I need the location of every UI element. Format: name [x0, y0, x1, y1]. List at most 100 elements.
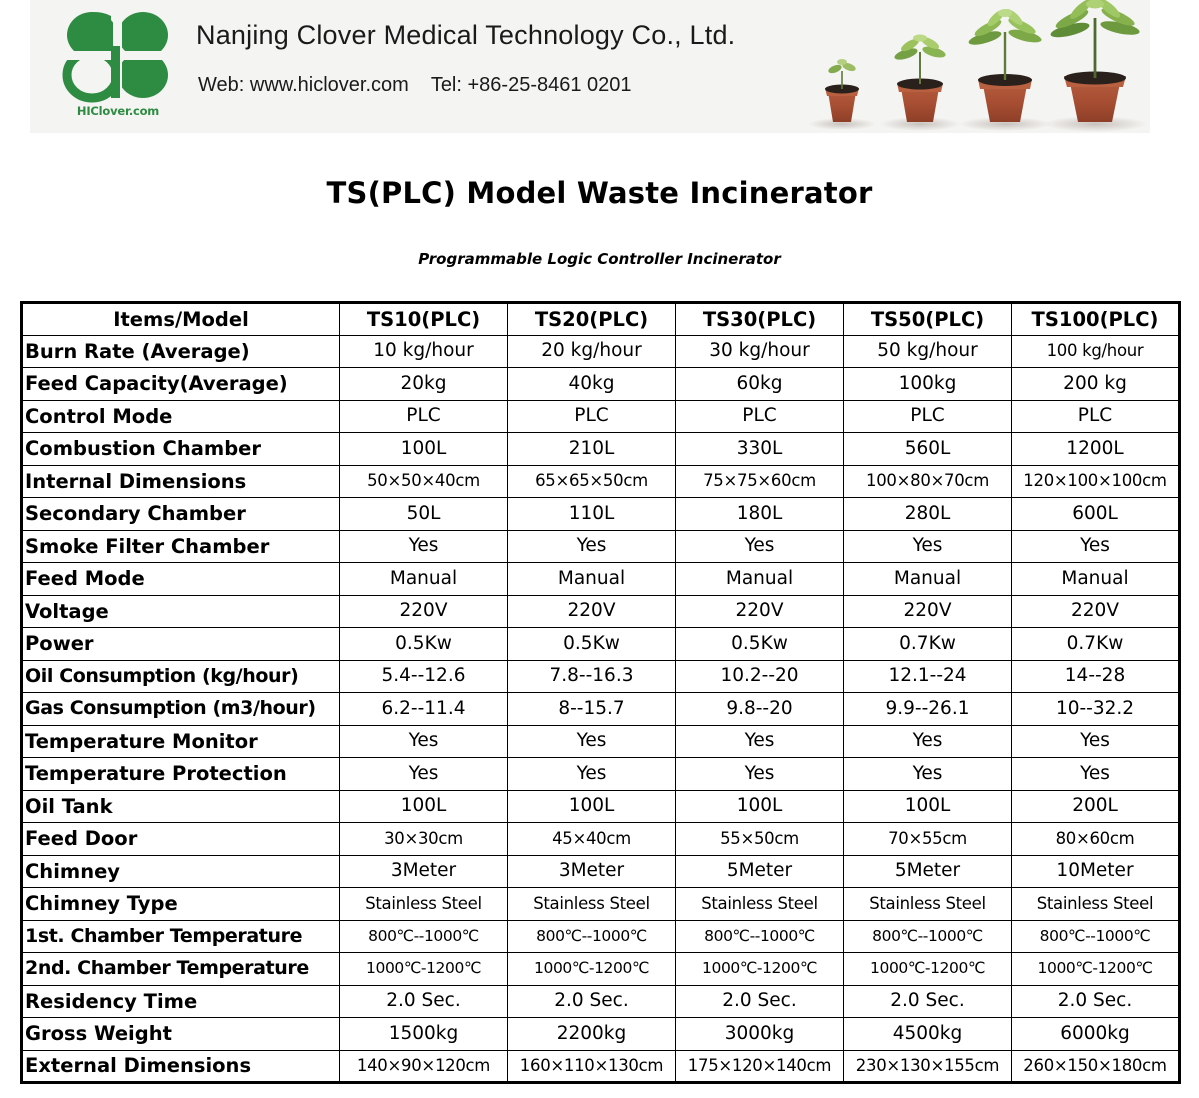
table-cell: 180L: [675, 497, 844, 531]
plant-seedling-1: [808, 59, 876, 130]
table-cell: 260×150×180cm: [1011, 1049, 1180, 1083]
row-label: Burn Rate (Average): [21, 334, 340, 368]
table-cell: 2.0 Sec.: [843, 984, 1012, 1018]
row-label: Secondary Chamber: [21, 497, 340, 531]
table-cell: 220V: [675, 594, 844, 628]
page-subtitle: Programmable Logic Controller Incinerato…: [418, 250, 781, 268]
table-cell: 55×50cm: [675, 822, 844, 856]
table-cell: Stainless Steel: [507, 887, 676, 921]
table-cell: 220V: [507, 594, 676, 628]
table-cell: 0.5Kw: [339, 627, 508, 661]
column-header-ts100: TS100(PLC): [1011, 302, 1180, 336]
table-cell: 40kg: [507, 367, 676, 401]
table-cell: 0.7Kw: [1011, 627, 1180, 661]
plant-seedling-4: [1043, 0, 1147, 132]
row-label: Voltage: [21, 594, 340, 628]
table-cell: 30 kg/hour: [675, 334, 844, 368]
table-cell: 9.8--20: [675, 692, 844, 726]
table-cell: 8--15.7: [507, 692, 676, 726]
table-cell: 100L: [339, 789, 508, 823]
table-cell: 220V: [843, 594, 1012, 628]
table-cell: 9.9--26.1: [843, 692, 1012, 726]
table-cell: 12.1--24: [843, 659, 1012, 693]
table-row: External Dimensions 140×90×120cm 160×110×1…: [21, 1049, 1180, 1083]
table-header-row: Items/Model TS10(PLC) TS20(PLC) TS30(PLC…: [21, 302, 1180, 336]
contact-line: Web: www.hiclover.com Tel: +86-25-8461 02…: [198, 74, 632, 97]
table-row: Residency Time 2.0 Sec. 2.0 Sec. 2.0 Sec. 2.…: [21, 984, 1180, 1018]
table-cell: 6000kg: [1011, 1017, 1180, 1051]
growing-plants-image: [808, 0, 1147, 132]
table-row: Feed Door 30×30cm 45×40cm 55×50cm 70×55cm 80×…: [21, 822, 1180, 856]
table-cell: Yes: [507, 757, 676, 791]
table-cell: Yes: [1011, 724, 1180, 758]
table-row: Combustion Chamber 100L 210L 330L 560L 1200L: [21, 432, 1180, 466]
table-cell: Yes: [843, 757, 1012, 791]
row-label: Temperature Monitor: [21, 724, 340, 758]
table-row: Power 0.5Kw 0.5Kw 0.5Kw 0.7Kw 0.7Kw: [21, 627, 1180, 661]
row-label: Internal Dimensions: [21, 464, 340, 498]
row-label: Power: [21, 627, 340, 661]
table-cell: 2200kg: [507, 1017, 676, 1051]
table-cell: 280L: [843, 497, 1012, 531]
table-cell: 175×120×140cm: [675, 1049, 844, 1083]
table-cell: 0.7Kw: [843, 627, 1012, 661]
table-cell: Yes: [675, 724, 844, 758]
table-row: Control Mode PLC PLC PLC PLC PLC: [21, 399, 1180, 433]
table-cell: Stainless Steel: [339, 887, 508, 921]
table-cell: 0.5Kw: [675, 627, 844, 661]
table-row: Burn Rate (Average) 10 kg/hour 20 kg/hour 3…: [21, 334, 1180, 368]
table-cell: 20kg: [339, 367, 508, 401]
company-header-banner: HIClover.com Nanjing Clover Medical Tech…: [30, 0, 1150, 133]
table-cell: 1500kg: [339, 1017, 508, 1051]
table-cell: 10 kg/hour: [339, 334, 508, 368]
table-cell: 5Meter: [843, 854, 1012, 888]
table-cell: PLC: [843, 399, 1012, 433]
table-cell: Manual: [1011, 562, 1180, 596]
table-cell: PLC: [1011, 399, 1180, 433]
table-cell: 0.5Kw: [507, 627, 676, 661]
table-cell: 60kg: [675, 367, 844, 401]
table-cell: Yes: [675, 757, 844, 791]
column-header-ts50: TS50(PLC): [843, 302, 1012, 336]
table-cell: 65×65×50cm: [507, 464, 676, 498]
table-cell: 5.4--12.6: [339, 659, 508, 693]
row-label: External Dimensions: [21, 1049, 340, 1083]
table-cell: 4500kg: [843, 1017, 1012, 1051]
table-row: Oil Consumption (kg/hour) 5.4--12.6 7.8--1…: [21, 659, 1180, 693]
table-cell: 50 kg/hour: [843, 334, 1012, 368]
page-title: TS(PLC) Model Waste Incinerator: [326, 176, 873, 210]
table-cell: 3000kg: [675, 1017, 844, 1051]
table-cell: 75×75×60cm: [675, 464, 844, 498]
table-cell: 800℃--1000℃: [339, 919, 508, 953]
table-cell: Yes: [339, 529, 508, 563]
table-row: Feed Mode Manual Manual Manual Manual Manual: [21, 562, 1180, 596]
table-cell: 600L: [1011, 497, 1180, 531]
table-cell: Yes: [1011, 529, 1180, 563]
table-cell: 3Meter: [339, 854, 508, 888]
table-row: Gas Consumption (m3/hour) 6.2--11.4 8--15.…: [21, 692, 1180, 726]
row-label: Feed Capacity(Average): [21, 367, 340, 401]
table-cell: Yes: [1011, 757, 1180, 791]
table-cell: 50×50×40cm: [339, 464, 508, 498]
table-row: Chimney Type Stainless Steel Stainless Ste…: [21, 887, 1180, 921]
table-row: 1st. Chamber Temperature 800℃--1000℃ 800℃-…: [21, 919, 1180, 953]
table-cell: Manual: [675, 562, 844, 596]
table-cell: 80×60cm: [1011, 822, 1180, 856]
specification-table: Items/Model TS10(PLC) TS20(PLC) TS30(PLC…: [20, 301, 1181, 1084]
table-cell: 230×130×155cm: [843, 1049, 1012, 1083]
row-label: Chimney Type: [21, 887, 340, 921]
table-cell: 800℃--1000℃: [1011, 919, 1180, 953]
table-cell: 1200L: [1011, 432, 1180, 466]
table-cell: 6.2--11.4: [339, 692, 508, 726]
table-cell: Yes: [843, 724, 1012, 758]
table-cell: Manual: [507, 562, 676, 596]
table-cell: Manual: [843, 562, 1012, 596]
table-cell: 2.0 Sec.: [1011, 984, 1180, 1018]
table-row: Smoke Filter Chamber Yes Yes Yes Yes Yes: [21, 529, 1180, 563]
table-row: 2nd. Chamber Temperature 1000℃-1200℃ 1000℃…: [21, 952, 1180, 986]
table-cell: 1000℃-1200℃: [339, 952, 508, 986]
table-cell: 10--32.2: [1011, 692, 1180, 726]
row-label: Oil Consumption (kg/hour): [21, 659, 340, 693]
table-cell: 560L: [843, 432, 1012, 466]
table-cell: 220V: [1011, 594, 1180, 628]
